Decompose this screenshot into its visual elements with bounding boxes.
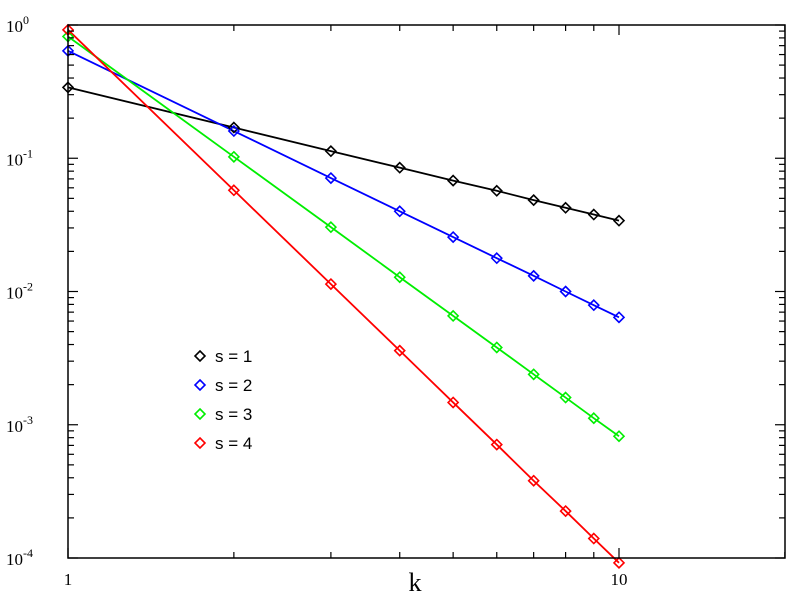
data-point-s3	[447, 309, 460, 323]
series-line-s3	[67, 35, 620, 437]
x-axis-title: k	[409, 568, 422, 597]
data-point-s2	[527, 269, 540, 283]
data-point-s4	[559, 504, 572, 518]
y-tick-label: 10-1	[6, 146, 33, 169]
data-point-s2	[393, 205, 406, 218]
legend-marker	[193, 436, 207, 450]
data-point-s1	[612, 214, 626, 227]
data-point-s1	[324, 145, 338, 158]
data-point-s2	[324, 171, 338, 185]
data-point-s1	[490, 184, 503, 197]
data-point-s4	[227, 184, 240, 197]
data-point-s2	[227, 124, 240, 138]
data-point-s2	[447, 230, 460, 244]
series-line-s2	[67, 50, 620, 319]
y-tick-label: 10-3	[6, 413, 33, 436]
data-point-s4	[612, 556, 626, 569]
plot-lines	[67, 29, 620, 564]
data-point-s3	[559, 391, 572, 404]
data-point-s3	[227, 150, 240, 163]
data-point-s1	[393, 161, 406, 174]
legend-marker	[193, 349, 207, 363]
data-point-s3	[587, 412, 600, 425]
data-point-s3	[324, 221, 338, 234]
data-point-s1	[559, 201, 572, 214]
data-point-s1	[227, 121, 240, 134]
legend: s = 1 s = 2 s = 3 s = 4	[193, 347, 252, 453]
legend-label: s = 4	[215, 434, 252, 453]
data-point-s4	[324, 277, 338, 291]
tick-labels: 100 10-1 10-2 10-3 10-4 1 10	[6, 13, 628, 589]
x-tick-label: 1	[64, 570, 73, 589]
legend-marker	[193, 407, 207, 421]
legend-label: s = 2	[215, 376, 252, 395]
x-tick-label: 10	[611, 570, 628, 589]
legend-label: s = 1	[215, 347, 252, 366]
series-line-s4	[67, 29, 620, 564]
y-tick-label: 100	[6, 13, 29, 36]
series-line-s1	[67, 86, 620, 222]
data-point-s4	[527, 474, 540, 487]
data-point-s4	[393, 344, 406, 357]
data-point-s3	[527, 368, 540, 381]
data-point-s1	[527, 193, 540, 207]
data-point-s3	[612, 430, 626, 443]
data-point-s3	[490, 341, 503, 354]
data-point-s2	[490, 252, 503, 265]
data-point-s4	[490, 438, 503, 451]
data-point-s2	[587, 299, 600, 312]
legend-marker	[193, 378, 207, 392]
legend-label: s = 3	[215, 405, 252, 424]
data-point-s1	[587, 208, 600, 221]
y-tick-label: 10-2	[6, 280, 33, 303]
data-point-s2	[559, 285, 572, 298]
data-point-s3	[393, 271, 406, 284]
data-point-s4	[447, 396, 460, 409]
data-point-s1	[447, 174, 460, 187]
axis-ticks	[67, 24, 786, 559]
data-point-s2	[612, 311, 626, 324]
data-point-s4	[587, 532, 600, 545]
y-tick-label: 10-4	[6, 546, 33, 569]
